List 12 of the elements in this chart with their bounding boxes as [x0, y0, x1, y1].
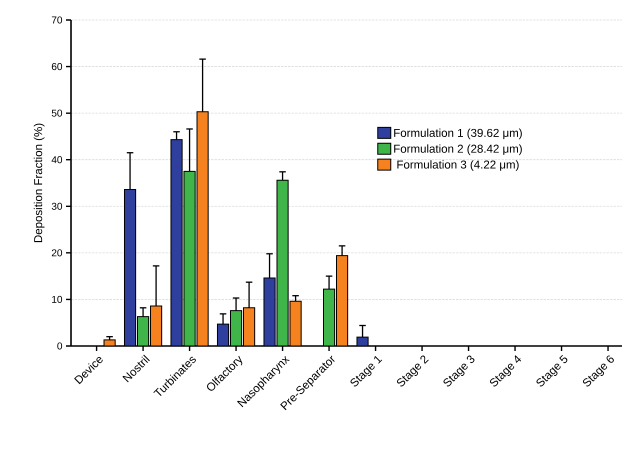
- y-tick-label: 30: [52, 202, 62, 210]
- y-tick-label: 40: [52, 156, 62, 164]
- y-tick-label: 20: [52, 249, 62, 256]
- y-tick-label: 10: [52, 296, 62, 303]
- y-tick-label: 50: [52, 110, 62, 117]
- y-tick-label: 70: [52, 16, 62, 24]
- legend-label: Formulation 3 (4.22 μm): [397, 160, 519, 171]
- legend-label: Formulation 1 (39.62 μm): [394, 128, 522, 140]
- y-tick-label: 60: [52, 63, 62, 70]
- y-tick-label: 0: [57, 342, 62, 350]
- legend-label: Formulation 2 (28.42 μm): [394, 144, 522, 156]
- y-axis-title: Deposition Fraction (%): [34, 124, 44, 242]
